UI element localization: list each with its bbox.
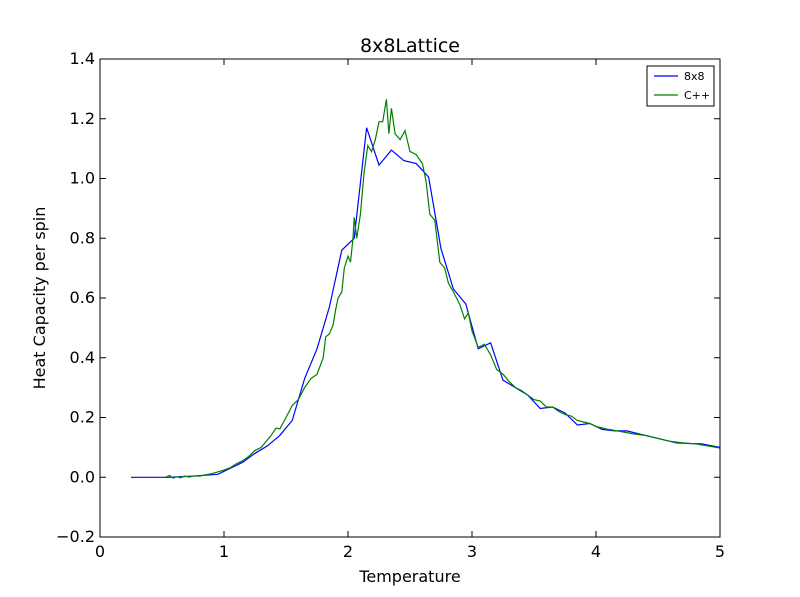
y-tick-label: 1.4 [70,49,95,68]
y-tick-label: 0.2 [70,408,95,427]
legend-label: C++ [684,89,710,102]
y-axis: −0.2 0.0 0.2 0.4 0.6 0.8 1.0 1.2 1.4 [56,49,720,546]
y-tick-label: 0.6 [70,288,95,307]
plot-frame [99,58,721,538]
y-tick-label: −0.2 [56,527,95,546]
series-line-cpp [165,99,720,479]
y-tick-label: 0.8 [70,228,95,247]
x-tick-label: 5 [715,542,725,561]
legend-label: 8x8 [684,70,705,83]
y-axis-label: Heat Capacity per spin [30,207,49,390]
y-tick-label: 1.2 [70,109,95,128]
x-tick-label: 0 [95,542,105,561]
x-tick-label: 1 [219,542,229,561]
x-tick-label: 2 [343,542,353,561]
series-line-8x8 [131,127,720,478]
legend-box [646,65,715,107]
series-layer [131,99,720,479]
chart-title: 8x8Lattice [360,35,460,57]
y-tick-label: 0.4 [70,348,95,367]
x-tick-label: 4 [591,542,601,561]
y-tick-label: 1.0 [70,169,95,188]
x-axis-label: Temperature [358,567,460,586]
y-tick-label: 0.0 [70,467,95,486]
legend: 8x8 C++ [646,65,715,107]
x-tick-label: 3 [467,542,477,561]
x-axis: 0 1 2 3 4 5 [95,59,725,561]
